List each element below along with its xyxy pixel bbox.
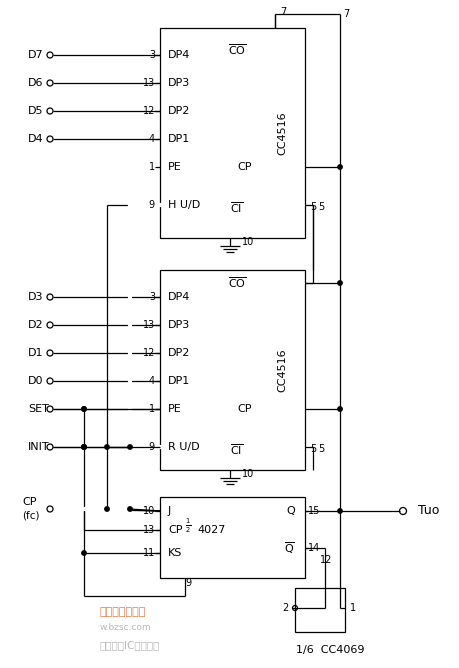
Text: DP2: DP2: [168, 348, 190, 358]
Text: 7: 7: [280, 7, 285, 17]
Text: D7: D7: [28, 50, 44, 60]
Circle shape: [128, 445, 132, 449]
Text: R U/D: R U/D: [168, 442, 199, 452]
Text: 13: 13: [142, 78, 155, 88]
Text: w.bzsc.com: w.bzsc.com: [100, 623, 151, 633]
Text: $\frac{1}{2}$: $\frac{1}{2}$: [185, 517, 191, 535]
Text: D1: D1: [28, 348, 44, 358]
Text: 13: 13: [142, 525, 155, 535]
Text: D3: D3: [28, 292, 44, 302]
Text: SET: SET: [28, 404, 49, 414]
Text: D6: D6: [28, 78, 44, 88]
Text: D4: D4: [28, 134, 44, 144]
Circle shape: [105, 507, 109, 511]
Text: H U/D: H U/D: [168, 200, 200, 210]
Circle shape: [82, 551, 86, 555]
Circle shape: [82, 445, 86, 449]
Text: 11: 11: [142, 548, 155, 558]
Circle shape: [337, 407, 341, 411]
Text: D2: D2: [28, 320, 44, 330]
Text: 14: 14: [308, 543, 319, 553]
Text: DP3: DP3: [168, 78, 190, 88]
Text: DP4: DP4: [168, 292, 190, 302]
Text: 9: 9: [149, 442, 155, 452]
Text: $\overline{\rm CI}$: $\overline{\rm CI}$: [230, 200, 243, 215]
Text: CP: CP: [237, 404, 252, 414]
Text: DP4: DP4: [168, 50, 190, 60]
Text: 维库电子市场网: 维库电子市场网: [100, 607, 146, 617]
Text: 10: 10: [241, 237, 254, 247]
Text: 5: 5: [317, 202, 324, 212]
Text: $\overline{\rm CO}$: $\overline{\rm CO}$: [227, 43, 246, 57]
Text: CP: CP: [22, 497, 36, 507]
Circle shape: [337, 165, 341, 169]
Text: 12: 12: [319, 555, 332, 565]
Text: 1: 1: [349, 603, 355, 613]
Text: J: J: [168, 506, 171, 516]
Text: 5: 5: [309, 202, 316, 212]
Circle shape: [82, 407, 86, 411]
Text: PE: PE: [168, 404, 181, 414]
Circle shape: [128, 507, 132, 511]
Text: Tuo: Tuo: [417, 504, 438, 518]
Text: 9: 9: [149, 200, 155, 210]
Text: DP3: DP3: [168, 320, 190, 330]
Circle shape: [82, 445, 86, 449]
Text: 5: 5: [317, 444, 324, 454]
Text: D0: D0: [28, 376, 44, 386]
Bar: [160, 28, 304, 238]
Text: 12: 12: [142, 348, 155, 358]
Text: DP1: DP1: [168, 134, 190, 144]
Text: 10: 10: [241, 469, 254, 479]
Text: 1: 1: [149, 162, 155, 172]
Text: 13: 13: [142, 320, 155, 330]
Text: 1/6  CC4069: 1/6 CC4069: [295, 645, 364, 655]
Text: 1: 1: [149, 404, 155, 414]
Text: 12: 12: [142, 106, 155, 116]
Text: KS: KS: [168, 548, 182, 558]
Text: INIT: INIT: [28, 442, 50, 452]
Text: 5: 5: [309, 444, 316, 454]
Circle shape: [82, 407, 86, 411]
Text: $\overline{\rm CO}$: $\overline{\rm CO}$: [227, 276, 246, 291]
Text: DP1: DP1: [168, 376, 190, 386]
Circle shape: [337, 281, 341, 285]
Text: 7: 7: [342, 9, 348, 19]
Text: 4: 4: [149, 134, 155, 144]
Circle shape: [105, 445, 109, 449]
Bar: [160, 270, 304, 470]
Text: (fc): (fc): [22, 511, 39, 521]
Text: 3: 3: [149, 292, 155, 302]
Text: 2: 2: [282, 603, 288, 613]
Text: D5: D5: [28, 106, 44, 116]
Text: CP: CP: [168, 525, 182, 535]
Text: Q: Q: [285, 506, 294, 516]
Text: CP: CP: [237, 162, 252, 172]
Circle shape: [337, 509, 341, 513]
Text: CC4516: CC4516: [276, 111, 286, 155]
Text: 9: 9: [185, 578, 190, 588]
Text: PE: PE: [168, 162, 181, 172]
Text: 全球最大IC采购网站: 全球最大IC采购网站: [100, 640, 160, 650]
Text: $\overline{\rm Q}$: $\overline{\rm Q}$: [284, 540, 294, 556]
Text: CC4516: CC4516: [276, 348, 286, 392]
Text: 4027: 4027: [196, 525, 225, 535]
Circle shape: [82, 445, 86, 449]
Text: DP2: DP2: [168, 106, 190, 116]
Bar: [160, 497, 304, 578]
Text: $\overline{\rm CI}$: $\overline{\rm CI}$: [230, 443, 243, 458]
Text: 10: 10: [142, 506, 155, 516]
Text: 4: 4: [149, 376, 155, 386]
Text: 15: 15: [308, 506, 319, 516]
Bar: [294, 588, 344, 632]
Text: 3: 3: [149, 50, 155, 60]
